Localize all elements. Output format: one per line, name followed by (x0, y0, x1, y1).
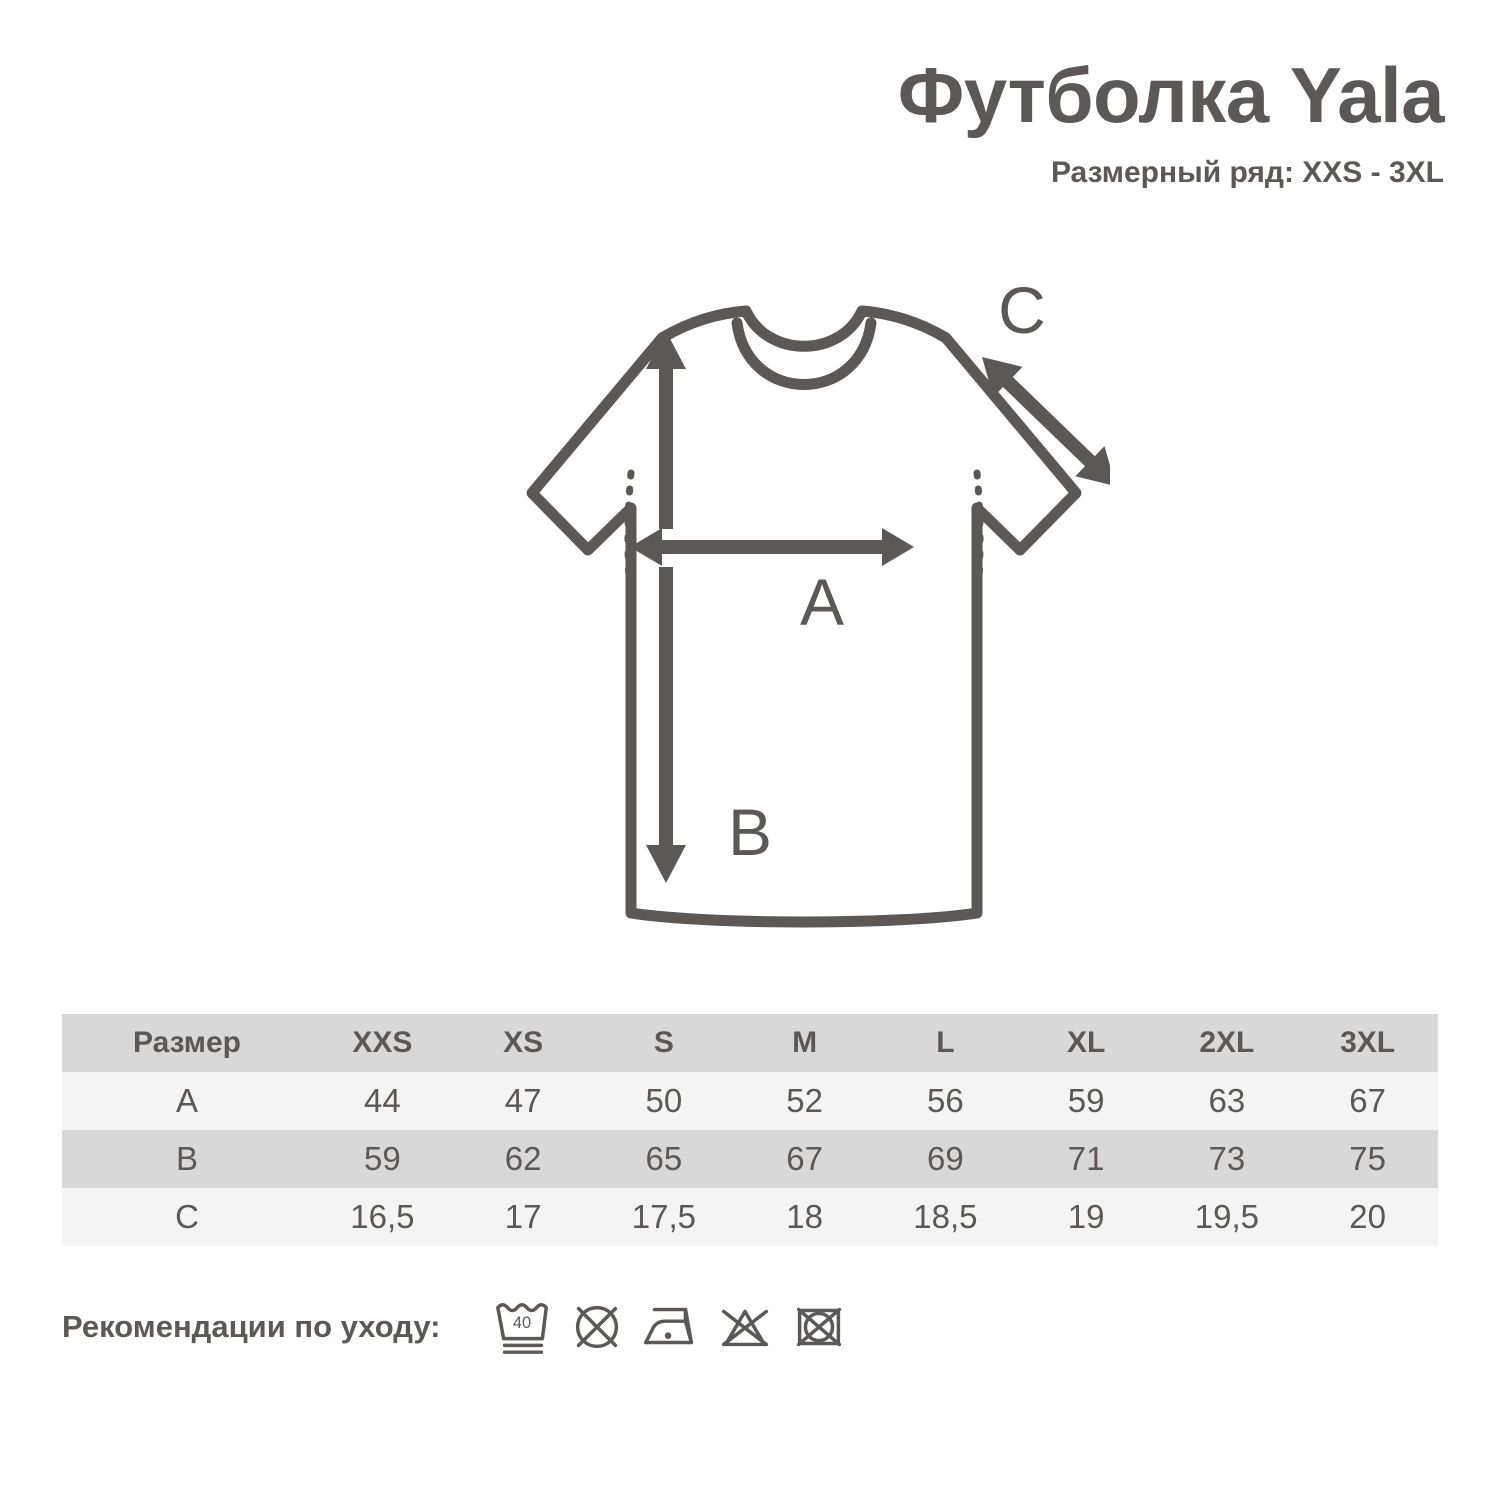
cell-b-m: 67 (786, 1140, 823, 1177)
cell-a-xs: 47 (504, 1082, 542, 1119)
cell-a-m: 52 (786, 1082, 823, 1119)
cell-c-xxs: 16,5 (350, 1198, 415, 1235)
wash-temperature-text: 40 (513, 1314, 531, 1332)
column-header-3xl: 3XL (1340, 1026, 1396, 1059)
cell-c-xl: 19 (1067, 1198, 1105, 1235)
row-label-c: C (175, 1198, 199, 1235)
cell-a-xxs: 44 (364, 1082, 401, 1119)
column-header-s: S (653, 1026, 674, 1059)
cell-b-xs: 62 (504, 1140, 542, 1177)
collar-band (731, 317, 877, 390)
size-range-subtitle: Размерный ряд: XXS - 3XL (1050, 156, 1444, 189)
measurement-b-arrow (646, 331, 686, 883)
column-header-xs: XS (503, 1026, 544, 1059)
cell-c-xs: 17 (504, 1198, 542, 1235)
measurement-c-arrow (982, 357, 1110, 487)
tshirt-outline (526, 305, 1082, 928)
cell-b-s: 65 (645, 1140, 683, 1177)
cell-a-3xl: 67 (1349, 1082, 1386, 1119)
row-label-b: B (175, 1140, 198, 1177)
do-not-tumble-dry-icon (797, 1307, 842, 1347)
cell-b-xxs: 59 (364, 1140, 401, 1177)
care-icon-list: 40 (492, 1296, 850, 1358)
iron-dot (665, 1332, 672, 1340)
care-instructions-label: Рекомендации по уходу: (62, 1309, 441, 1344)
cell-a-s: 50 (645, 1082, 683, 1119)
cell-c-3xl: 20 (1349, 1198, 1386, 1235)
column-header-l: L (936, 1026, 955, 1059)
column-header-size: Размер (132, 1026, 242, 1059)
cell-a-l: 56 (927, 1082, 964, 1119)
tshirt-measurement-diagram: A B C (430, 265, 1110, 955)
measurement-a-arrow (630, 528, 914, 566)
table-row: C 16,5 17 17,5 18 18,5 19 19,5 20 (62, 1188, 1438, 1246)
cell-b-xl: 71 (1067, 1140, 1105, 1177)
do-not-bleach-icon (722, 1309, 769, 1347)
care-instructions: Рекомендации по уходу: 40 (62, 1296, 850, 1358)
column-header-2xl: 2XL (1199, 1026, 1255, 1059)
table-header-row: Размер XXS XS S M L XL 2XL 3XL (62, 1014, 1438, 1072)
wash-40-delicate-icon: 40 (496, 1302, 549, 1354)
cell-c-l: 18,5 (913, 1198, 978, 1235)
column-header-xl: XL (1066, 1026, 1106, 1059)
table-row: B 59 62 65 67 69 71 73 75 (62, 1130, 1438, 1188)
row-label-a: A (175, 1082, 198, 1119)
cell-c-2xl: 19,5 (1194, 1198, 1259, 1235)
cell-c-m: 18 (786, 1198, 823, 1235)
column-header-m: M (792, 1026, 818, 1059)
table-row: A 44 47 50 52 56 59 63 67 (62, 1072, 1438, 1130)
cell-c-s: 17,5 (631, 1198, 696, 1235)
iron-low-one-dot-icon (644, 1307, 694, 1345)
left-sleeve-seam (624, 469, 635, 613)
column-header-xxs: XXS (352, 1026, 413, 1059)
cell-a-2xl: 63 (1208, 1082, 1246, 1119)
header: Футболка Yala Размерный ряд: XXS - 3XL (544, 51, 1445, 190)
do-not-dry-clean-icon (576, 1305, 619, 1349)
cell-b-2xl: 73 (1208, 1140, 1246, 1177)
measurement-a-label: A (800, 565, 844, 639)
right-sleeve-seam (973, 469, 984, 613)
size-table: Размер XXS XS S M L XL 2XL 3XL A 44 47 5… (62, 1014, 1438, 1246)
cell-b-3xl: 75 (1349, 1140, 1386, 1177)
page-title: Футболка Yala (897, 51, 1445, 139)
cell-a-xl: 59 (1067, 1082, 1105, 1119)
measurement-b-label: B (728, 795, 772, 869)
cell-b-l: 69 (927, 1140, 964, 1177)
measurement-c-label: C (998, 273, 1046, 347)
